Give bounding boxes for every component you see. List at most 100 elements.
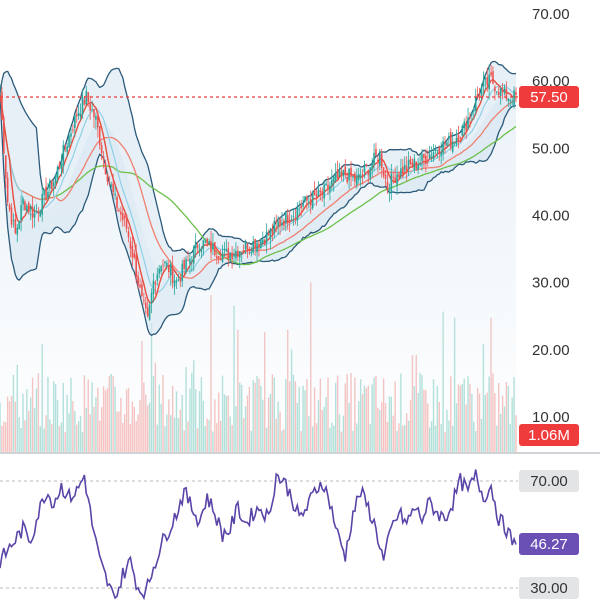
candlestick [70, 126, 72, 145]
candlestick [415, 161, 418, 172]
candlestick [227, 241, 230, 267]
candlestick [8, 202, 11, 213]
candlestick [459, 136, 462, 143]
volume-badge: 1.06M [519, 424, 579, 446]
candlestick [446, 141, 448, 147]
candlestick [146, 298, 149, 318]
candlestick [98, 126, 101, 150]
price-tick-label: 50.00 [532, 140, 570, 157]
candlestick [102, 150, 105, 169]
candlestick [16, 223, 19, 243]
candlestick [465, 115, 467, 140]
candlestick [72, 124, 74, 134]
candlestick [311, 190, 314, 211]
candlestick [377, 155, 379, 173]
candlestick [18, 220, 20, 230]
candlestick [300, 199, 302, 217]
candlestick [108, 176, 111, 186]
candlestick [457, 125, 460, 149]
candlestick [79, 103, 82, 121]
candlestick [14, 212, 17, 235]
candlestick [254, 238, 256, 256]
candlestick [56, 165, 59, 184]
candlestick [375, 142, 377, 157]
candlestick [26, 203, 28, 213]
candlestick [97, 111, 99, 138]
candlestick [482, 71, 485, 96]
oscillator-tick-label: 70.00 [530, 473, 568, 490]
candlestick [501, 82, 504, 100]
candlestick [229, 252, 231, 262]
candlestick [168, 260, 170, 279]
price-tick-label: 30.00 [532, 275, 570, 292]
candlestick [95, 112, 97, 130]
candlestick [93, 108, 95, 128]
candlestick [131, 235, 134, 267]
candlestick [292, 208, 295, 226]
candlestick [123, 213, 126, 227]
oscillator-current-badge: 46.27 [519, 533, 579, 555]
candlestick [217, 255, 220, 264]
candlestick [392, 171, 395, 184]
candlestick [398, 171, 400, 179]
candlestick [106, 173, 109, 186]
candlestick [258, 240, 260, 257]
candlestick [350, 161, 352, 187]
volume-label: 1.06M [528, 427, 570, 444]
candlestick [62, 140, 65, 174]
oscillator-axis: 70.00 30.00 [519, 470, 579, 599]
candlestick [141, 280, 143, 298]
candlestick [503, 84, 506, 96]
candlestick [448, 132, 450, 147]
candlestick [68, 132, 70, 148]
price-axis: 70.00 60.00 50.00 40.00 30.00 20.00 10.00 [532, 6, 570, 426]
candlestick [426, 149, 429, 167]
candlestick [1, 87, 3, 120]
candlestick [363, 160, 366, 179]
candlestick [346, 172, 348, 185]
candlestick [50, 180, 53, 190]
candlestick [85, 86, 88, 105]
candlestick [215, 249, 218, 265]
candlestick [133, 249, 136, 260]
candlestick [492, 66, 494, 85]
candlestick [453, 141, 456, 146]
candlestick [242, 244, 245, 253]
candlestick [39, 209, 42, 218]
candlestick [321, 187, 324, 202]
candlestick [355, 168, 358, 189]
candlestick [196, 241, 199, 253]
current-price-badge: 57.50 [519, 86, 579, 108]
candlestick [41, 185, 44, 222]
candlestick [334, 162, 337, 183]
candlestick [417, 157, 419, 175]
candlestick [273, 217, 276, 239]
candlestick [340, 165, 343, 181]
candlestick [191, 256, 193, 273]
candlestick [169, 260, 172, 286]
candlestick [152, 273, 155, 303]
candlestick [52, 179, 55, 197]
candlestick [283, 218, 285, 231]
candlestick [511, 95, 513, 107]
candlestick [31, 196, 34, 229]
candlestick [348, 168, 350, 190]
candlestick [139, 278, 141, 289]
moving-average-layer [0, 60, 517, 337]
candlestick [20, 195, 22, 232]
candlestick [432, 144, 435, 163]
candlestick [219, 249, 222, 261]
candlestick [198, 243, 201, 257]
candlestick [369, 167, 372, 183]
candlestick [421, 148, 423, 171]
candlestick [137, 271, 139, 290]
candlestick [49, 178, 51, 197]
candlestick [120, 206, 122, 222]
candlestick [127, 226, 130, 243]
candlestick [166, 259, 168, 270]
candlestick [45, 177, 47, 201]
candlestick [469, 112, 471, 128]
candlestick [237, 245, 239, 261]
